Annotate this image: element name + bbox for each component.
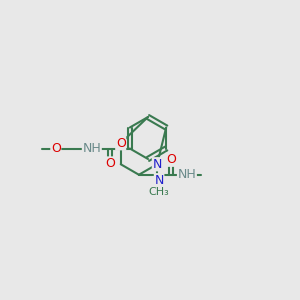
Text: N: N bbox=[152, 158, 162, 171]
Text: N: N bbox=[154, 174, 164, 187]
Text: NH: NH bbox=[178, 168, 196, 181]
Text: N: N bbox=[152, 177, 162, 190]
Text: O: O bbox=[105, 157, 115, 170]
Text: O: O bbox=[51, 142, 61, 155]
Text: O: O bbox=[116, 137, 126, 150]
Text: O: O bbox=[166, 153, 176, 166]
Text: NH: NH bbox=[82, 142, 101, 155]
Text: CH₃: CH₃ bbox=[149, 187, 170, 197]
